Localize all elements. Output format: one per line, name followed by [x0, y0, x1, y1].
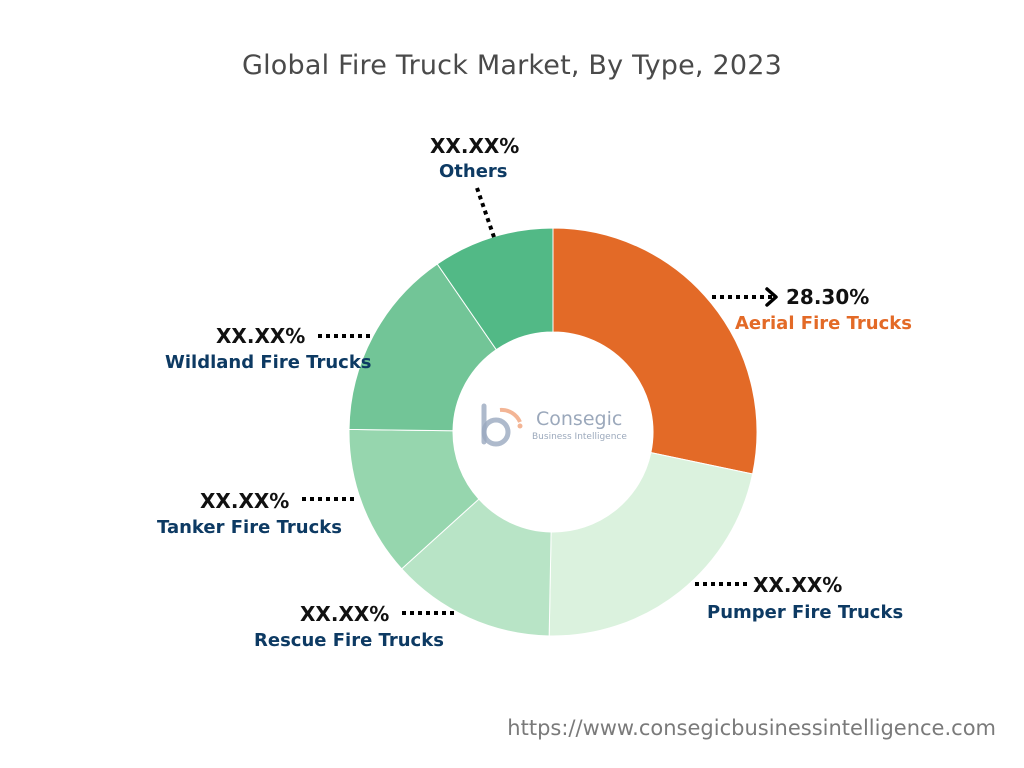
name-label-others: Others	[439, 161, 508, 182]
slice-others	[436, 227, 554, 351]
consegic-logo: Consegic Business Intelligence	[470, 398, 640, 458]
logo-subtitle: Business Intelligence	[532, 432, 627, 442]
pct-label-aerial: 28.30%	[786, 285, 870, 309]
slice-wildland-fire-trucks	[348, 263, 497, 432]
pct-label-pumper: XX.XX%	[753, 573, 843, 597]
slice-pumper-fire-trucks	[548, 451, 754, 637]
pct-label-wildland: XX.XX%	[216, 324, 306, 348]
pct-label-others: XX.XX%	[430, 134, 520, 158]
source-url: https://www.consegicbusinessintelligence…	[507, 716, 996, 740]
name-label-tanker: Tanker Fire Trucks	[157, 517, 342, 538]
name-label-rescue: Rescue Fire Trucks	[254, 630, 444, 651]
donut-slices	[348, 227, 758, 637]
chart-title: Global Fire Truck Market, By Type, 2023	[241, 50, 783, 81]
pct-label-tanker: XX.XX%	[200, 489, 290, 513]
consegic-logo-icon	[481, 403, 523, 447]
name-label-wildland: Wildland Fire Trucks	[165, 352, 372, 373]
pct-label-rescue: XX.XX%	[300, 602, 390, 626]
arrowhead-aerial	[765, 287, 778, 307]
name-label-pumper: Pumper Fire Trucks	[707, 602, 904, 623]
leader-others	[475, 187, 497, 241]
slice-aerial-fire-trucks	[552, 227, 758, 475]
name-label-aerial: Aerial Fire Trucks	[735, 313, 912, 334]
logo-name: Consegic	[536, 408, 623, 430]
leader-lines	[302, 187, 778, 615]
